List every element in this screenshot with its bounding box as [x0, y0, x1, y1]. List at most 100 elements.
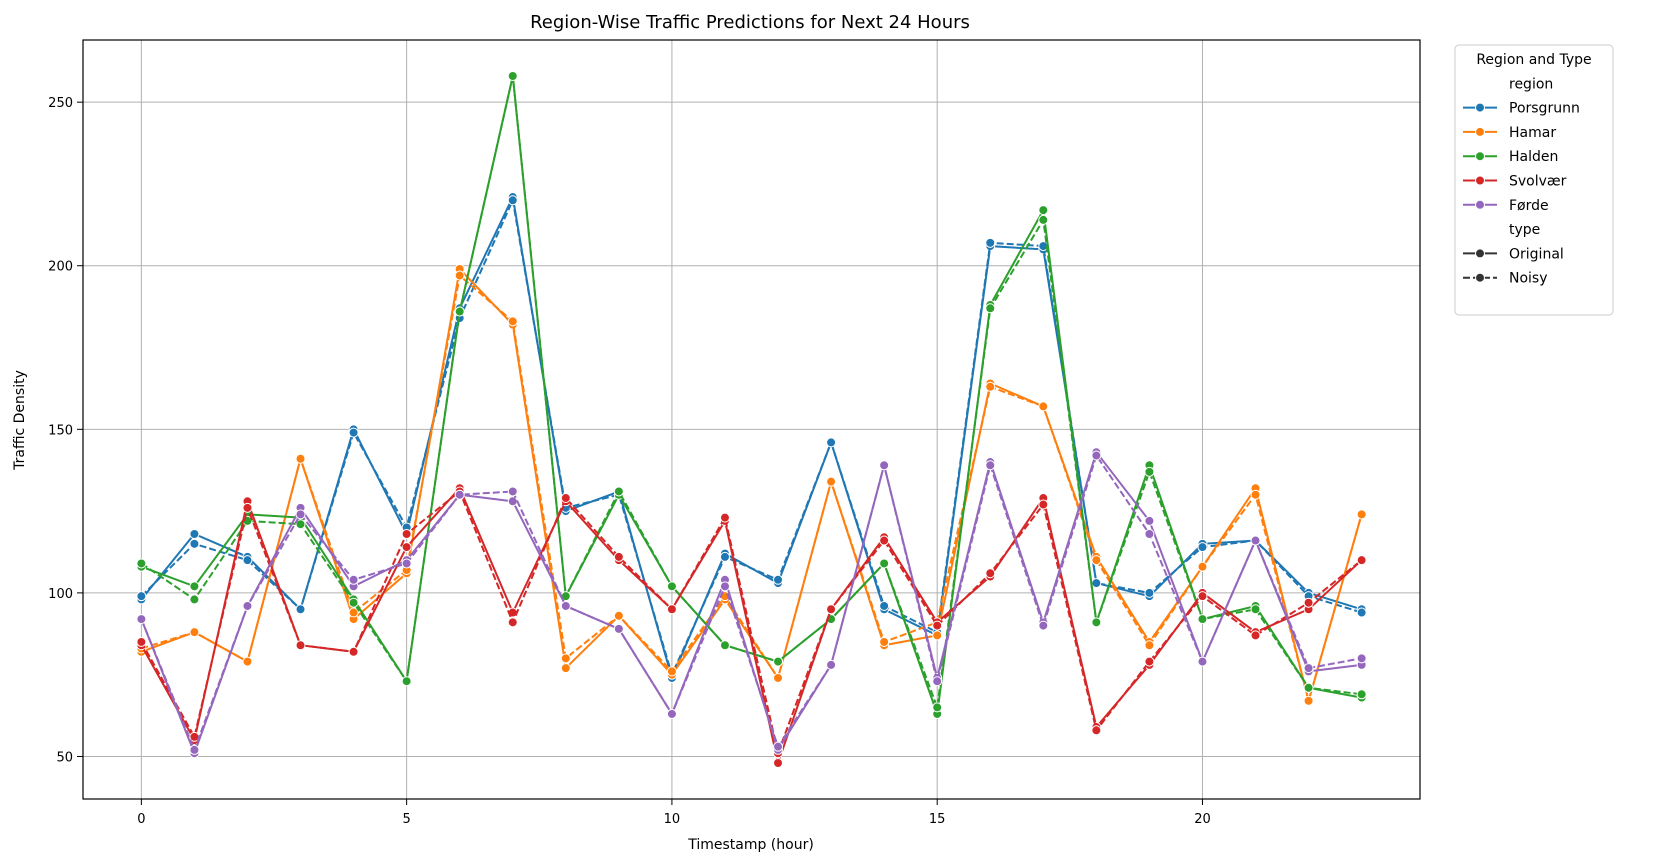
data-point — [932, 630, 943, 641]
x-axis-label: Timestamp (hour) — [687, 837, 814, 853]
data-point — [454, 489, 465, 500]
series-line — [140, 489, 1363, 757]
x-tick-label: 15 — [929, 812, 946, 827]
legend-swatch-marker — [1475, 199, 1485, 210]
data-point — [507, 195, 518, 206]
data-point — [560, 493, 571, 504]
data-point — [560, 600, 571, 611]
legend-type-swatch-marker — [1475, 248, 1485, 259]
data-point — [348, 574, 359, 585]
data-point — [136, 591, 147, 602]
data-point — [1197, 591, 1208, 602]
legend-type-header: type — [1509, 222, 1540, 238]
data-point — [348, 607, 359, 618]
y-axis-label: Traffic Density — [12, 370, 28, 471]
data-point — [295, 519, 306, 530]
data-point — [1038, 499, 1049, 510]
y-tick-label: 150 — [48, 423, 73, 438]
series-f-rde-original — [136, 447, 1367, 759]
data-point — [295, 509, 306, 520]
x-tick-label: 20 — [1194, 812, 1211, 827]
gridlines — [83, 40, 1420, 799]
data-point — [985, 237, 996, 248]
data-point — [719, 581, 730, 592]
data-point — [560, 663, 571, 674]
data-point — [719, 551, 730, 562]
data-point — [826, 476, 837, 487]
data-point — [1144, 466, 1155, 477]
data-point — [985, 460, 996, 471]
data-point — [1144, 515, 1155, 526]
data-point — [1303, 682, 1314, 693]
data-point — [879, 558, 890, 569]
legend-type-label: Noisy — [1509, 271, 1548, 287]
legend-swatch-marker — [1475, 102, 1485, 113]
data-point — [189, 529, 200, 540]
legend-entry-label: Hamar — [1509, 125, 1556, 141]
data-point — [136, 558, 147, 569]
series-halden-noisy — [136, 70, 1367, 713]
data-point — [1144, 587, 1155, 598]
data-point — [401, 676, 412, 687]
data-point — [666, 708, 677, 719]
data-point — [1144, 656, 1155, 667]
legend: Region and Type region Porsgrunn Hamar Halde… — [1454, 44, 1614, 316]
data-point — [507, 486, 518, 497]
data-point — [454, 306, 465, 317]
data-point — [932, 702, 943, 713]
series-line — [140, 196, 1362, 678]
data-point — [401, 558, 412, 569]
data-point — [348, 646, 359, 657]
data-point — [879, 535, 890, 546]
data-point — [1250, 535, 1261, 546]
data-point — [666, 666, 677, 677]
y-tick-label: 250 — [48, 96, 73, 111]
data-point — [879, 460, 890, 471]
data-point — [507, 496, 518, 507]
data-point — [1038, 214, 1049, 225]
data-point — [1091, 578, 1102, 589]
data-point — [666, 604, 677, 615]
data-point — [507, 70, 518, 81]
data-point — [1091, 617, 1102, 628]
data-point — [189, 627, 200, 638]
data-point — [666, 581, 677, 592]
data-point — [613, 623, 624, 634]
legend-region-header: region — [1509, 76, 1553, 92]
data-point — [295, 453, 306, 464]
data-point — [1356, 607, 1367, 618]
data-point — [242, 502, 253, 513]
series-line — [140, 75, 1362, 708]
data-point — [773, 656, 784, 667]
data-point — [242, 555, 253, 566]
data-point — [932, 676, 943, 687]
data-point — [1356, 509, 1367, 520]
data-point — [879, 636, 890, 647]
data-point — [1303, 663, 1314, 674]
data-point — [348, 597, 359, 608]
series-line — [140, 453, 1362, 753]
legend-swatch-marker — [1475, 175, 1485, 186]
data-point — [242, 600, 253, 611]
data-point — [1197, 614, 1208, 625]
y-tick-label: 200 — [48, 260, 73, 275]
legend-entry-label: Porsgrunn — [1509, 101, 1580, 117]
legend-entry-label: Svolvær — [1509, 174, 1567, 190]
data-point — [1091, 555, 1102, 566]
data-point — [613, 610, 624, 621]
data-point — [1091, 725, 1102, 736]
data-point — [189, 594, 200, 605]
data-point — [454, 270, 465, 281]
legend-entry-label: Førde — [1509, 198, 1549, 214]
data-point — [1144, 529, 1155, 540]
x-tick-label: 0 — [137, 812, 145, 827]
data-point — [1038, 401, 1049, 412]
data-point — [773, 574, 784, 585]
data-point — [189, 581, 200, 592]
data-point — [507, 617, 518, 628]
chart-title: Region-Wise Traffic Predictions for Next… — [530, 12, 970, 33]
data-point — [295, 604, 306, 615]
data-point — [1250, 604, 1261, 615]
data-point — [932, 620, 943, 631]
